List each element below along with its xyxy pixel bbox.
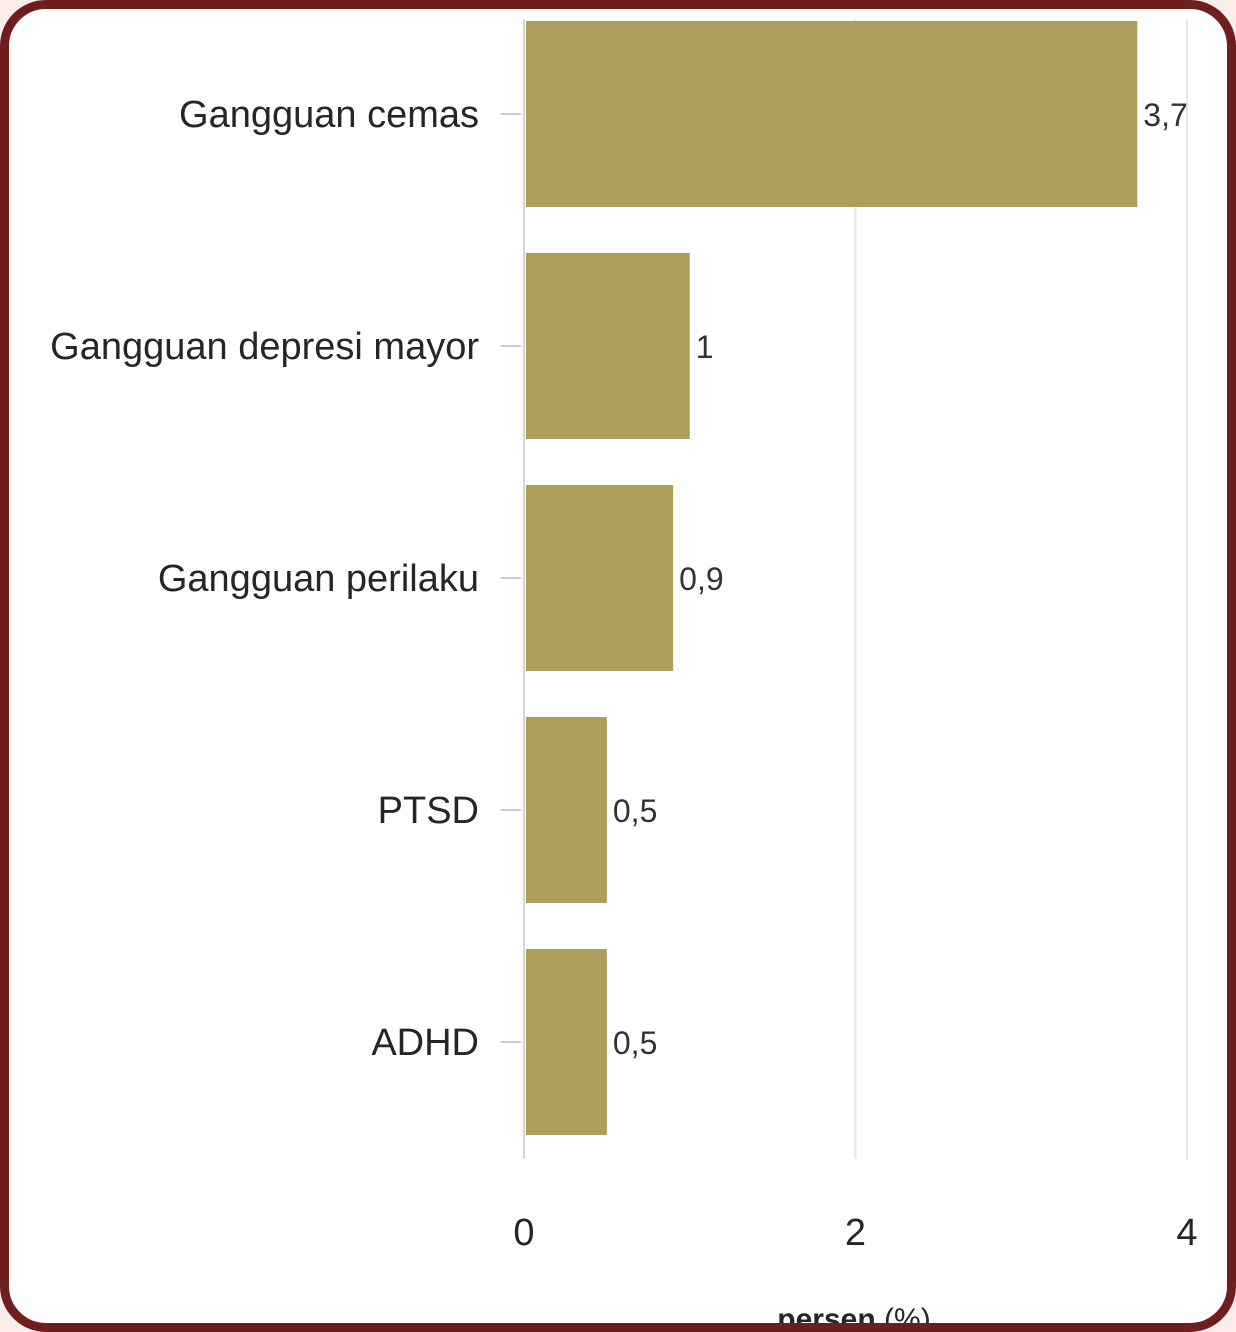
x-axis-title-main: persen xyxy=(777,1303,875,1332)
value-label: 1 xyxy=(696,329,714,365)
bar xyxy=(526,21,1138,207)
category-label: Gangguan cemas xyxy=(179,94,479,136)
bar-chart: 0 2 4 Gangguan cemas 3,7 Gangguan depresi may… xyxy=(50,19,1198,1332)
labels: 0 2 4 Gangguan cemas 3,7 Gangguan depresi may… xyxy=(50,94,1197,1254)
bar xyxy=(526,949,607,1135)
bar xyxy=(526,253,690,439)
bars xyxy=(526,21,1138,1135)
bar xyxy=(526,485,674,671)
value-label: 0,9 xyxy=(679,561,723,597)
category-label: ADHD xyxy=(371,1022,479,1064)
x-tick-label: 2 xyxy=(845,1212,866,1254)
grid-lines xyxy=(523,19,1188,1159)
value-label: 0,5 xyxy=(613,793,657,829)
x-tick-label: 0 xyxy=(513,1212,534,1254)
category-label: PTSD xyxy=(378,790,479,832)
bar xyxy=(526,717,607,903)
x-axis-title-unit: (%) xyxy=(876,1303,931,1332)
value-label: 3,7 xyxy=(1143,97,1187,133)
category-label: Gangguan depresi mayor xyxy=(50,326,479,368)
category-label: Gangguan perilaku xyxy=(158,558,479,600)
x-tick-label: 4 xyxy=(1176,1212,1197,1254)
value-label: 0,5 xyxy=(613,1025,657,1061)
x-axis-title: persen (%) xyxy=(777,1303,930,1332)
